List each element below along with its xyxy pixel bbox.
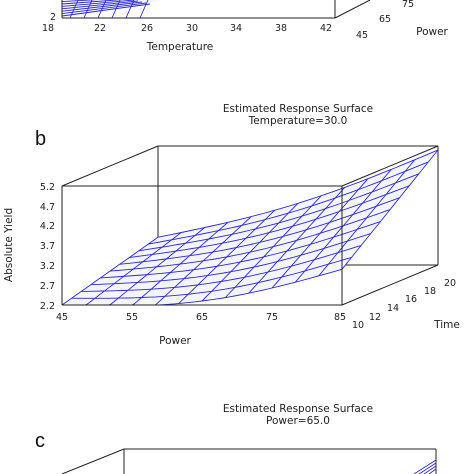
panel-b-x-tick: 45 xyxy=(56,312,68,323)
panel-a-x-tick: 26 xyxy=(141,23,153,34)
panel-b-depth-tick: 14 xyxy=(387,303,399,314)
surface-gridline-time xyxy=(85,232,182,306)
panel-b-y-tick: 4.2 xyxy=(40,221,55,232)
panel-a-x-axis-label: Temperature xyxy=(146,41,214,53)
panel-b-x-tick: 65 xyxy=(196,312,208,323)
surface-gridline xyxy=(139,0,149,19)
panel-b-box-top-left-depth xyxy=(61,145,159,187)
surface-gridline xyxy=(61,3,151,17)
surface-gridline xyxy=(111,0,121,19)
panel-b-y-tick: 3.2 xyxy=(40,261,55,272)
panel-a-surface-mesh xyxy=(61,0,151,19)
panel-b-x-tick: 75 xyxy=(266,312,278,323)
surface-gridline xyxy=(83,0,93,19)
panel-b-depth-axis-line xyxy=(341,264,439,306)
panel-c-letter: c xyxy=(35,430,45,452)
panel-b-depth-tick: 10 xyxy=(352,320,364,331)
surface-gridline-time xyxy=(271,178,369,289)
panel-b-subtitle: Temperature=30.0 xyxy=(248,115,348,127)
panel-b-y-tick: 3.7 xyxy=(40,241,55,252)
panel-a-x-tick: 18 xyxy=(42,23,54,34)
surface-gridline xyxy=(61,0,123,5)
surface-gridline-time xyxy=(294,169,392,283)
panel-c: c Estimated Response Surface Power=65.0 xyxy=(35,403,437,474)
panel-b-x-tick: 85 xyxy=(334,312,346,323)
surface-gridline-time xyxy=(108,227,205,306)
surface-gridline-time xyxy=(155,216,252,306)
panel-b-y-tick: 4.7 xyxy=(40,202,55,213)
panel-b-box-top-right-depth xyxy=(341,145,439,187)
panel-a-x-tick: 22 xyxy=(94,23,106,34)
panel-c-surface-mesh xyxy=(413,459,437,474)
surface-gridline-time xyxy=(61,236,159,306)
surface-gridline xyxy=(61,0,135,7)
surface-gridline xyxy=(428,468,437,474)
panel-a-depth-tick: 45 xyxy=(356,30,368,41)
surface-gridline-time xyxy=(131,221,229,306)
surface-gridline-time xyxy=(341,149,439,270)
panel-c-title: Estimated Response Surface xyxy=(223,403,373,415)
panel-a-x-tick: 34 xyxy=(230,23,242,34)
panel-c-box-top-left-depth xyxy=(61,448,125,474)
panel-a-y-tick: 2 xyxy=(50,12,56,23)
panel-a-box-depth-edge xyxy=(334,0,371,19)
surface-gridline xyxy=(61,1,143,12)
panel-a-x-tick: 38 xyxy=(275,23,287,34)
panel-b-letter: b xyxy=(35,128,46,150)
surface-gridline-time xyxy=(178,209,276,304)
surface-gridline-time xyxy=(318,159,416,277)
surface-gridline xyxy=(413,459,437,474)
panel-b-x-axis-label: Power xyxy=(159,335,191,347)
panel-a-x-tick: 42 xyxy=(320,23,332,34)
panel-b-depth-tick: 18 xyxy=(424,286,436,297)
panel-b-depth-axis-label: Time xyxy=(433,319,460,331)
surface-gridline xyxy=(423,465,437,474)
panel-c-subtitle: Power=65.0 xyxy=(266,415,330,427)
surface-gridline-time xyxy=(224,195,322,298)
surface-gridline xyxy=(97,0,107,19)
panel-b-x-tick: 55 xyxy=(126,312,138,323)
panel-a-depth-axis-label: Power xyxy=(416,26,448,38)
panel-a-depth-tick: 75 xyxy=(402,0,414,10)
surface-gridline xyxy=(69,0,79,19)
panel-a-x-tick: 30 xyxy=(186,23,198,34)
panel-b-y-tick: 2.7 xyxy=(40,281,55,292)
panel-b-title: Estimated Response Surface xyxy=(223,103,373,115)
surface-gridline-time xyxy=(248,187,346,294)
panel-b-depth-tick: 16 xyxy=(405,294,417,305)
panel-b-depth-tick: 12 xyxy=(369,312,381,323)
surface-gridline xyxy=(125,0,135,19)
panel-a-depth-tick: 65 xyxy=(379,14,391,25)
panel-b-y-axis-label: Absolute Yield xyxy=(3,208,15,282)
panel-a: 2 18 22 26 30 34 38 42 Temperature 45 65… xyxy=(42,0,449,53)
surface-gridline xyxy=(61,0,99,3)
surface-gridline-time xyxy=(201,202,299,302)
panel-b: b Estimated Response Surface Temperature… xyxy=(3,103,460,347)
panel-b-depth-tick: 20 xyxy=(444,278,456,289)
panel-b-y-tick: 2.2 xyxy=(40,301,55,312)
surface-gridline xyxy=(418,462,437,474)
panel-b-y-tick: 5.2 xyxy=(40,182,55,193)
